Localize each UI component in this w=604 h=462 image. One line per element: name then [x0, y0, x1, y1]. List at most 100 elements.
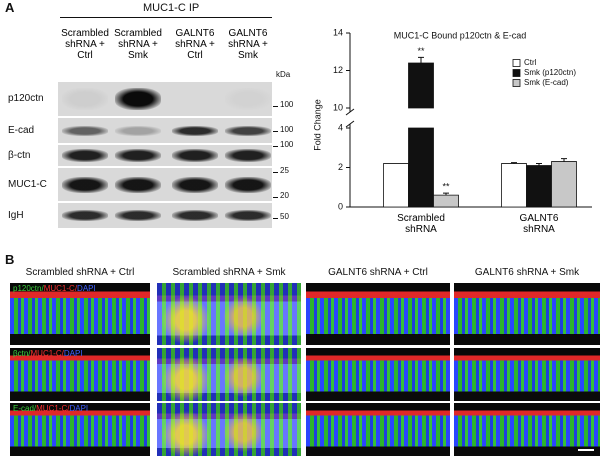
kda-marker: 50: [280, 212, 289, 221]
micrograph: [157, 283, 301, 345]
stain-label: p120ctn/MUC1-C/DAPI: [13, 284, 96, 293]
blot-band: [115, 210, 161, 221]
stain-part: DAPI: [69, 404, 89, 413]
y-tick-label: 4: [338, 122, 343, 132]
stain-part: E-cad/: [13, 404, 37, 413]
marker-tick: [273, 172, 278, 173]
kda-marker: 25: [280, 166, 289, 175]
y-axis-label: Fold Change: [312, 99, 322, 151]
marker-tick: [273, 146, 278, 147]
y-tick-label: 12: [333, 65, 343, 75]
column-title: Scrambled shRNA + Ctrl: [25, 267, 135, 278]
legend-label: Smk (E-cad): [524, 78, 569, 87]
blot-label: p120ctn: [8, 93, 44, 104]
stain-part: MUC1-C/: [43, 284, 78, 293]
micrograph: [10, 348, 150, 401]
lane-label: Scrambled shRNA + Ctrl: [61, 28, 109, 61]
blot-label: IgH: [8, 209, 24, 221]
blot-band: [62, 125, 108, 136]
stain-label: βctn/MUC1-C/DAPI: [13, 349, 83, 358]
blot-band: [225, 125, 271, 136]
lane-label: GALNT6 shRNA + Ctrl: [175, 28, 215, 61]
blot-band: [115, 176, 161, 193]
micrograph: [157, 348, 301, 401]
marker-tick: [273, 218, 278, 219]
significance: **: [442, 182, 450, 192]
error-bar: [443, 192, 449, 196]
blot-label: MUC1-C: [8, 178, 47, 190]
blot-band: [62, 176, 108, 193]
column-title: Scrambled shRNA + Smk: [172, 267, 286, 278]
blot-band: [115, 125, 161, 136]
bar: [433, 194, 459, 208]
y-tick-label: 14: [333, 27, 343, 37]
y-tick-label: 0: [338, 201, 343, 211]
significance: **: [417, 46, 425, 56]
lane-label: Scrambled shRNA + Smk: [114, 28, 162, 61]
blot-band: [62, 149, 108, 162]
scale-bar: [578, 449, 594, 451]
lane-label: GALNT6 shRNA + Smk: [228, 28, 268, 61]
stain-part: p120ctn/: [13, 284, 44, 293]
micrograph: [157, 403, 301, 456]
blot-band: [172, 125, 218, 136]
legend-swatch: [512, 69, 521, 77]
micrograph: [306, 283, 450, 345]
blot-band: [115, 88, 161, 110]
blot-band: [172, 210, 218, 221]
bar: [383, 163, 409, 208]
error-bar: [536, 163, 542, 166]
blot-band: [225, 210, 271, 221]
bar: [501, 163, 527, 208]
panel-label: A: [5, 0, 15, 15]
micrograph: [10, 403, 150, 456]
x-tick-label: GALNT6 shRNA: [519, 213, 559, 235]
blot-strip: [58, 82, 272, 116]
error-bar: [511, 162, 517, 164]
micrograph: [454, 348, 600, 401]
blot-band: [225, 176, 271, 193]
legend-swatch: [512, 59, 521, 67]
stain-part: MUC1-C/: [30, 349, 64, 358]
ip-title: MUC1-C IP: [143, 2, 200, 14]
error-bar: [418, 56, 424, 63]
blot-label: E-cad: [8, 124, 35, 136]
blot-strip: [58, 145, 272, 166]
marker-tick: [273, 197, 278, 198]
kda-unit: kDa: [276, 70, 291, 79]
kda-marker: 100: [280, 125, 294, 134]
blot-band: [172, 176, 218, 193]
blot-band: [225, 88, 271, 110]
kda-marker: 100: [280, 100, 294, 109]
legend-label: Ctrl: [524, 58, 537, 67]
y-tick-label: 2: [338, 162, 343, 172]
stain-part: DAPI: [63, 349, 83, 358]
error-bar: [561, 158, 567, 162]
blot-band: [62, 210, 108, 221]
column-title: GALNT6 shRNA + Ctrl: [328, 267, 428, 278]
chart-title: MUC1-C Bound p120ctn & E-cad: [394, 30, 527, 40]
kda-marker: 100: [280, 140, 294, 149]
stain-part: MUC1-C/: [36, 404, 70, 413]
legend-label: Smk (p120ctn): [524, 68, 576, 77]
stain-part: βctn/: [13, 349, 31, 358]
axis-break: [345, 120, 355, 128]
x-tick-label: Scrambled shRNA: [397, 213, 445, 235]
micrograph: [10, 283, 150, 345]
blot-band: [225, 149, 271, 162]
bar: [526, 165, 552, 208]
stain-label: E-cad/MUC1-C/DAPI: [13, 404, 88, 413]
marker-tick: [273, 106, 278, 107]
ip-rule: [60, 17, 272, 18]
column-title: GALNT6 shRNA + Smk: [474, 267, 580, 278]
blot-band: [62, 88, 108, 110]
blot-label: β-ctn: [8, 149, 31, 161]
blot-band: [172, 149, 218, 162]
stain-part: DAPI: [77, 284, 96, 293]
micrograph: [306, 403, 450, 456]
micrograph: [306, 348, 450, 401]
panel-label: B: [5, 252, 15, 267]
legend-swatch: [512, 79, 521, 87]
kda-marker: 20: [280, 191, 289, 200]
